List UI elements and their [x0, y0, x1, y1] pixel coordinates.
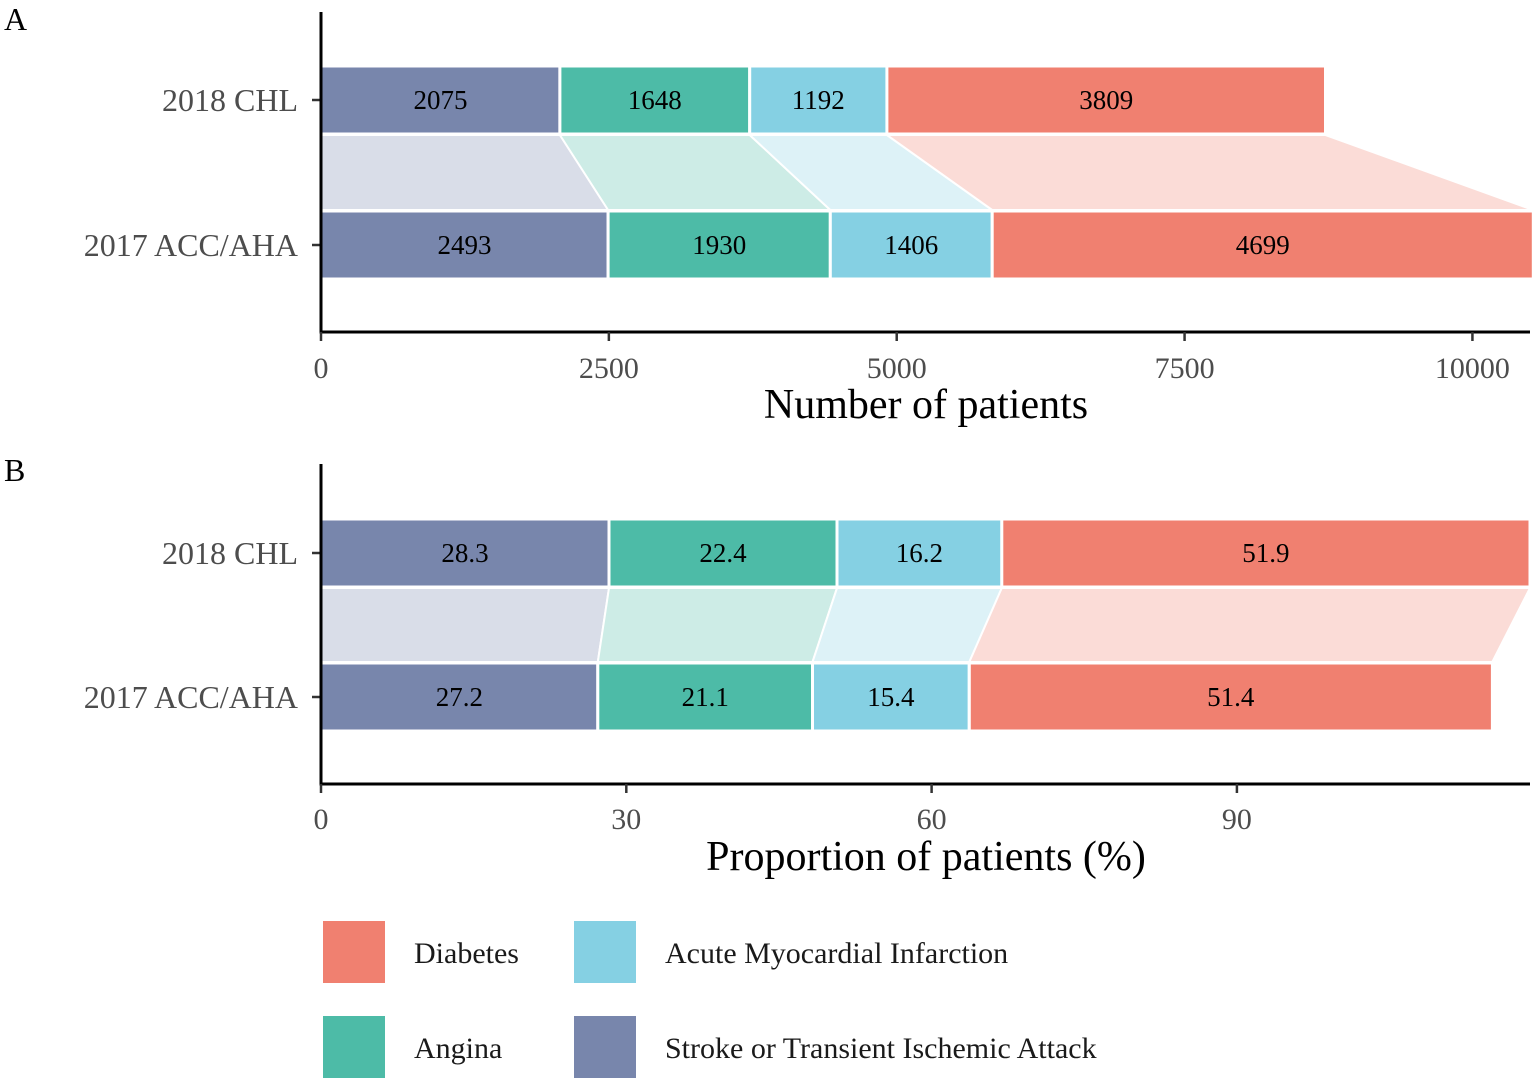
panel-letter: B: [4, 452, 25, 488]
x-tick-label: 10000: [1435, 352, 1510, 385]
legend-label: Acute Myocardial Infarction: [665, 937, 1008, 970]
x-tick-label: 30: [611, 803, 641, 836]
bar-value-label: 1192: [792, 85, 845, 115]
bar-stroke-or-transient-ischemic-attack: [319, 517, 611, 589]
flow-stroke-or-transient-ischemic-attack: [320, 134, 610, 211]
panel-a: A 2075 1648 1192 3809 2018 CHL 2493 1930 1406 469…: [4, 1, 1535, 428]
bar-stroke-or-transient-ischemic-attack: [319, 209, 610, 281]
legend-label: Diabetes: [414, 937, 519, 970]
bar-acute-myocardial-infarction: [748, 64, 889, 136]
bar-value-label: 1930: [692, 230, 746, 260]
legend-key-diabetes: [323, 921, 385, 983]
bar-value-label: 21.1: [682, 682, 729, 712]
flow-diabetes: [967, 587, 1532, 663]
category-label: 2017 ACC/AHA: [84, 227, 298, 263]
category-label: 2017 ACC/AHA: [84, 679, 298, 715]
bar-value-label: 16.2: [896, 538, 943, 568]
x-tick-label: 60: [917, 803, 947, 836]
bar-value-label: 27.2: [436, 682, 483, 712]
flow-diabetes: [883, 134, 1534, 211]
bar-diabetes: [885, 64, 1328, 136]
bar-value-label: 1406: [884, 230, 938, 260]
bar-value-label: 1648: [628, 85, 682, 115]
x-axis-title: Number of patients: [764, 382, 1088, 428]
flow-stroke-or-transient-ischemic-attack: [320, 587, 611, 663]
bar-value-label: 22.4: [699, 538, 747, 568]
x-tick-label: 90: [1222, 803, 1252, 836]
x-tick-label: 5000: [867, 352, 927, 385]
x-tick-label: 2500: [579, 352, 639, 385]
bar-acute-myocardial-infarction: [811, 661, 971, 733]
bar-value-label: 51.9: [1242, 538, 1289, 568]
bar-acute-myocardial-infarction: [828, 209, 994, 281]
bar-angina: [606, 209, 832, 281]
x-tick-label: 0: [314, 352, 329, 385]
bar-value-label: 28.3: [441, 538, 488, 568]
category-label: 2018 CHL: [162, 535, 298, 571]
panel-letter: A: [4, 1, 27, 37]
x-tick-label: 0: [314, 803, 329, 836]
bar-stroke-or-transient-ischemic-attack: [319, 64, 562, 136]
bar-value-label: 2493: [438, 230, 492, 260]
legend-key-angina: [323, 1016, 385, 1078]
bar-value-label: 51.4: [1207, 682, 1255, 712]
bar-stroke-or-transient-ischemic-attack: [319, 661, 600, 733]
bar-angina: [607, 517, 839, 589]
panel-b: B 28.3 22.4 16.2 51.9 2018 CHL 27.2 21.1 15.4 51.…: [4, 452, 1532, 880]
legend-label: Stroke or Transient Ischemic Attack: [665, 1032, 1097, 1065]
legend-label: Angina: [414, 1032, 502, 1065]
legend-key-stroke-or-transient-ischemic-attack: [574, 1016, 636, 1078]
bar-diabetes: [990, 209, 1535, 281]
bar-diabetes: [1000, 517, 1532, 589]
flow-angina: [596, 587, 839, 663]
bar-value-label: 3809: [1079, 85, 1133, 115]
bar-value-label: 4699: [1236, 230, 1290, 260]
bar-value-label: 15.4: [867, 682, 915, 712]
bar-acute-myocardial-infarction: [835, 517, 1004, 589]
bar-diabetes: [967, 661, 1494, 733]
bar-angina: [596, 661, 814, 733]
category-label: 2018 CHL: [162, 82, 298, 118]
bar-value-label: 2075: [414, 85, 468, 115]
legend-key-acute-myocardial-infarction: [574, 921, 636, 983]
x-axis-title: Proportion of patients (%): [706, 834, 1146, 880]
legend: Diabetes Acute Myocardial Infarction Angin…: [323, 921, 1097, 1078]
x-tick-label: 7500: [1155, 352, 1215, 385]
